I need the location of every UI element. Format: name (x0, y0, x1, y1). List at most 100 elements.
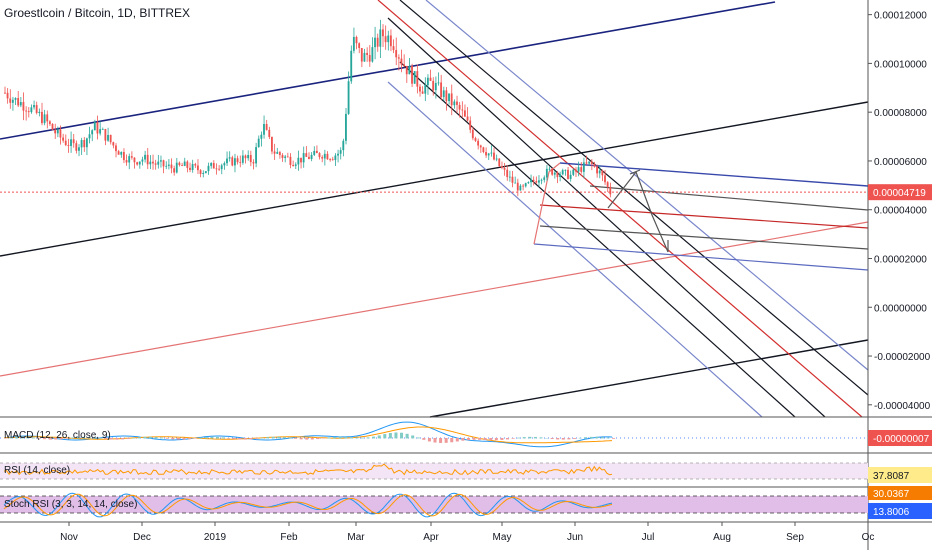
macd-histogram-bar (238, 438, 242, 440)
candle (107, 127, 109, 142)
macd-histogram-bar (20, 436, 24, 439)
candle (424, 77, 427, 102)
macd-histogram-bar (271, 436, 275, 439)
candle (434, 76, 437, 99)
candle (315, 145, 318, 154)
macd-pane[interactable] (0, 421, 868, 448)
candle (567, 167, 569, 180)
macd-histogram-bar (65, 438, 69, 439)
candle (416, 64, 419, 94)
candle (278, 150, 281, 159)
rsi-value: 37.8087 (873, 471, 910, 482)
candle (408, 58, 411, 75)
candle (530, 174, 532, 188)
price-candles (4, 19, 612, 198)
macd-histogram-bar (305, 438, 309, 440)
macd-histogram-bar (70, 437, 74, 439)
candle (141, 156, 144, 166)
candle (347, 71, 350, 115)
candle (257, 135, 260, 148)
candle (310, 152, 313, 162)
x-tick-label: Oc (862, 532, 875, 543)
macd-histogram-bar (595, 436, 599, 439)
macd-histogram-bar (160, 437, 164, 439)
candle (334, 153, 337, 167)
x-tick-label: Dec (133, 532, 151, 543)
candle (78, 144, 80, 157)
channel-gray-1 (589, 185, 869, 211)
candle (194, 162, 197, 168)
candle (358, 42, 361, 54)
macd-histogram-bar (528, 436, 532, 439)
macd-histogram-bar (333, 436, 337, 439)
macd-histogram-bar (43, 438, 47, 440)
macd-histogram-bar (416, 437, 420, 439)
macd-histogram-bar (288, 437, 292, 439)
candle (331, 156, 334, 161)
candle (252, 159, 255, 170)
candle (352, 27, 355, 54)
macd-histogram-bar (149, 436, 153, 439)
candle (308, 152, 310, 160)
macd-histogram-bar (54, 438, 58, 440)
macd-histogram-bar (165, 438, 169, 439)
candle (22, 92, 25, 121)
candle (183, 157, 186, 167)
candle (426, 74, 429, 95)
candle (263, 115, 265, 139)
macd-histogram-bar (433, 438, 437, 443)
rsi-pane[interactable] (0, 462, 868, 480)
macd-histogram-bar (377, 435, 381, 439)
macd-value: -0.00000007 (873, 434, 930, 445)
candle (366, 47, 369, 62)
x-tick-label: Mar (347, 532, 365, 543)
channel-gray-2 (539, 225, 869, 250)
candle (522, 183, 524, 191)
candle (72, 133, 75, 148)
candle (202, 170, 205, 178)
macd-histogram-bar (126, 438, 130, 439)
candle (498, 158, 501, 168)
candle (186, 160, 189, 173)
stoch-rsi-pane[interactable] (0, 492, 868, 518)
macd-histogram-bar (132, 437, 136, 439)
macd-label[interactable]: MACD (12, 26, close, 9) (4, 430, 111, 441)
candle (569, 170, 572, 182)
candle (286, 152, 289, 158)
macd-histogram-bar (221, 437, 225, 439)
candle (157, 154, 160, 169)
pitchfork-median (377, 0, 863, 418)
candle (355, 35, 358, 50)
stoch-rsi-label[interactable]: Stoch RSI (3, 3, 14, 14, close) (4, 499, 138, 510)
candle (609, 182, 612, 198)
stoch-d-value: 13.8006 (873, 507, 910, 518)
x-tick-label: Jul (642, 532, 655, 543)
candle (207, 162, 210, 175)
macd-histogram-bar (26, 437, 30, 439)
candle (574, 166, 577, 177)
price-axis[interactable]: 0.00012000 0.00010000 0.00008000 0.00006000… (868, 11, 931, 412)
macd-histogram-bar (137, 437, 141, 439)
candle (196, 159, 199, 175)
stoch-k-value-tag: 30.0367 (868, 486, 932, 500)
candle (593, 161, 596, 168)
macd-histogram-bar (316, 438, 320, 440)
candle (233, 153, 236, 173)
candle (559, 171, 561, 182)
candle (450, 84, 453, 116)
candle (376, 33, 379, 52)
candle (440, 74, 443, 101)
macd-histogram-bar (310, 438, 314, 440)
candle (85, 137, 88, 156)
candle (437, 72, 440, 86)
time-axis[interactable]: Nov Dec 2019 Feb Mar Apr May Jun Jul Aug Sep Oc (60, 522, 874, 543)
macd-histogram-bar (589, 436, 593, 439)
macd-histogram-bar (15, 436, 19, 439)
candle (596, 164, 598, 178)
macd-histogram-bar (76, 437, 80, 439)
macd-histogram-bar (483, 438, 487, 441)
candle (387, 30, 390, 51)
candle (223, 161, 226, 170)
rsi-label[interactable]: RSI (14, close) (4, 465, 71, 476)
